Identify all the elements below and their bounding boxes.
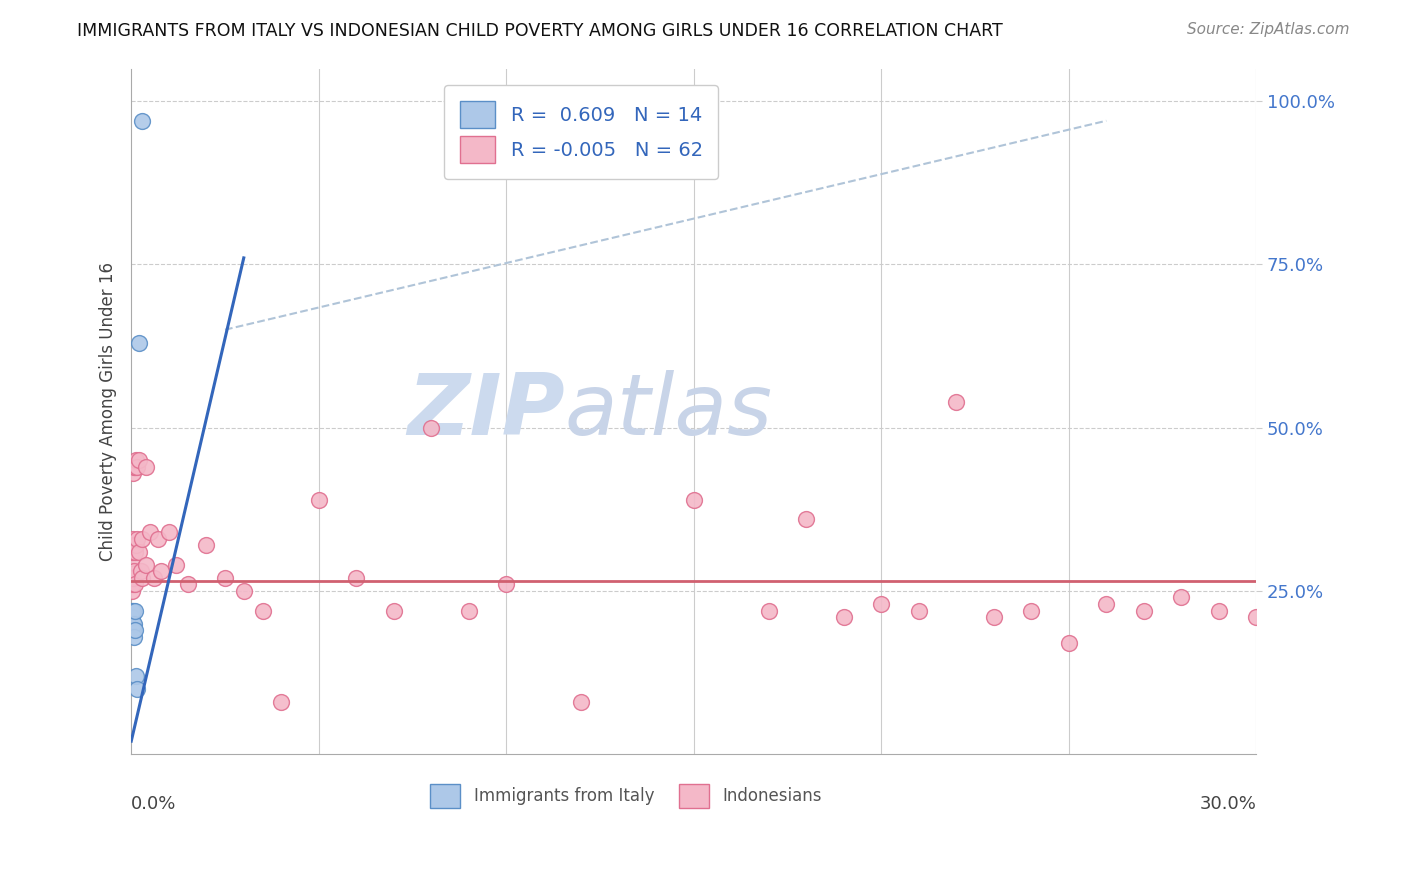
Point xyxy=(495,577,517,591)
Point xyxy=(124,459,146,474)
Point xyxy=(1057,636,1080,650)
Point xyxy=(122,467,145,481)
Point xyxy=(121,616,143,631)
Point xyxy=(569,695,592,709)
Point xyxy=(121,603,143,617)
Point xyxy=(135,558,157,572)
Point xyxy=(139,525,162,540)
Point xyxy=(232,583,254,598)
Point xyxy=(1246,610,1268,624)
Point xyxy=(176,577,198,591)
Point xyxy=(142,571,165,585)
Point xyxy=(382,603,405,617)
Point xyxy=(214,571,236,585)
Point xyxy=(121,571,143,585)
Point xyxy=(125,453,148,467)
Point xyxy=(121,610,143,624)
Point xyxy=(125,538,148,552)
Text: ZIP: ZIP xyxy=(406,370,564,453)
Point xyxy=(150,565,173,579)
Point xyxy=(122,565,145,579)
Point xyxy=(121,571,143,585)
Point xyxy=(157,525,180,540)
Point xyxy=(122,571,145,585)
Point xyxy=(131,532,153,546)
Point xyxy=(308,492,330,507)
Point xyxy=(122,616,145,631)
Point xyxy=(758,603,780,617)
Point xyxy=(682,492,704,507)
Text: Source: ZipAtlas.com: Source: ZipAtlas.com xyxy=(1187,22,1350,37)
Point xyxy=(135,459,157,474)
Point xyxy=(131,113,153,128)
Point xyxy=(121,583,143,598)
Point xyxy=(122,577,145,591)
Point xyxy=(128,545,150,559)
Point xyxy=(122,630,145,644)
Point xyxy=(1095,597,1118,611)
Point xyxy=(270,695,292,709)
Point xyxy=(794,512,817,526)
Legend: Immigrants from Italy, Indonesians: Immigrants from Italy, Indonesians xyxy=(423,778,828,814)
Text: IMMIGRANTS FROM ITALY VS INDONESIAN CHILD POVERTY AMONG GIRLS UNDER 16 CORRELATI: IMMIGRANTS FROM ITALY VS INDONESIAN CHIL… xyxy=(77,22,1002,40)
Point xyxy=(1170,591,1192,605)
Point xyxy=(870,597,893,611)
Point xyxy=(121,616,143,631)
Point xyxy=(122,538,145,552)
Point xyxy=(122,623,145,637)
Point xyxy=(122,603,145,617)
Point xyxy=(195,538,218,552)
Text: atlas: atlas xyxy=(564,370,772,453)
Point xyxy=(125,669,148,683)
Point xyxy=(420,420,443,434)
Point xyxy=(124,603,146,617)
Point xyxy=(121,545,143,559)
Point xyxy=(128,335,150,350)
Point xyxy=(124,623,146,637)
Point xyxy=(1133,603,1156,617)
Point xyxy=(1021,603,1043,617)
Point xyxy=(252,603,274,617)
Point xyxy=(122,538,145,552)
Point xyxy=(129,565,152,579)
Point xyxy=(121,532,143,546)
Point xyxy=(124,545,146,559)
Text: 30.0%: 30.0% xyxy=(1199,796,1257,814)
Point xyxy=(165,558,187,572)
Point xyxy=(121,551,143,566)
Point xyxy=(128,453,150,467)
Point xyxy=(832,610,855,624)
Point xyxy=(125,681,148,696)
Y-axis label: Child Poverty Among Girls Under 16: Child Poverty Among Girls Under 16 xyxy=(100,262,117,561)
Point xyxy=(907,603,929,617)
Point xyxy=(131,571,153,585)
Point xyxy=(344,571,367,585)
Point xyxy=(125,532,148,546)
Point xyxy=(1208,603,1230,617)
Point xyxy=(121,565,143,579)
Text: 0.0%: 0.0% xyxy=(131,796,177,814)
Point xyxy=(457,603,479,617)
Point xyxy=(945,394,967,409)
Point xyxy=(146,532,169,546)
Point xyxy=(125,459,148,474)
Point xyxy=(124,577,146,591)
Point xyxy=(122,459,145,474)
Point xyxy=(983,610,1005,624)
